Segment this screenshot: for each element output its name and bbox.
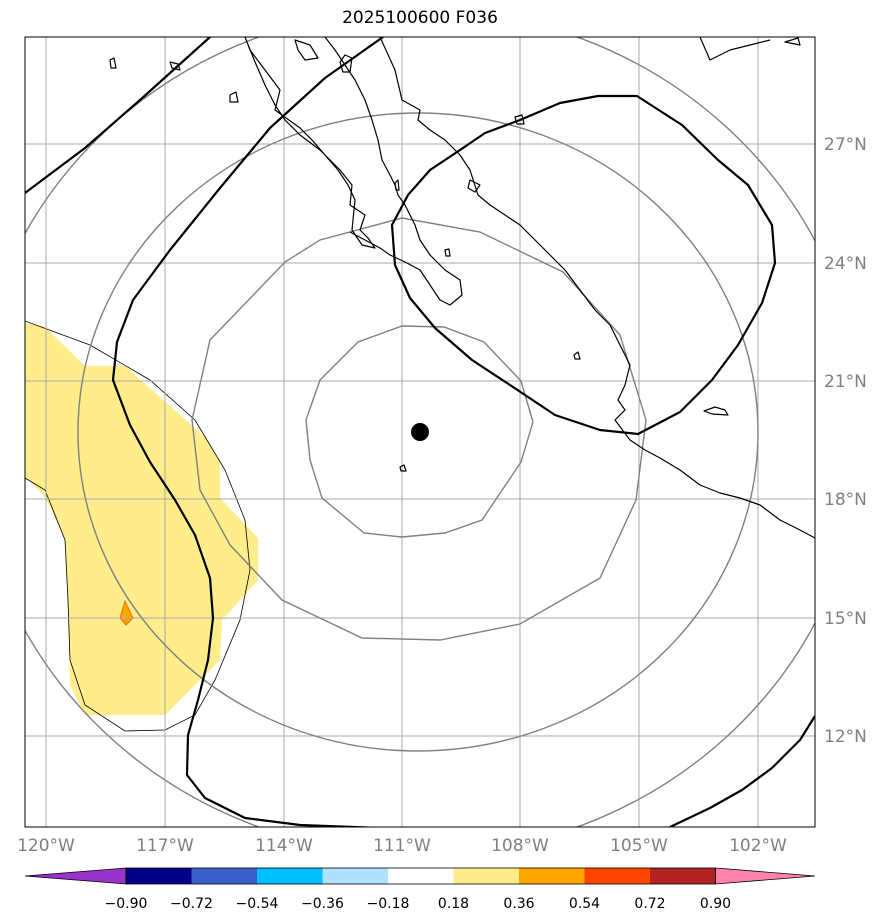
colorbar-tick-label: −0.90 (105, 896, 148, 912)
colorbar-tick-label: 0.18 (438, 896, 469, 912)
colorbar-tick-label: 0.90 (700, 896, 731, 912)
colorbar-segment (453, 868, 519, 884)
colorbar-tick-label: −0.72 (170, 896, 213, 912)
lon-label: 114°W (255, 836, 313, 856)
colorbar-extend-high (715, 867, 816, 885)
map-title: 2025100600 F036 (342, 8, 498, 28)
range-ring-1 (305, 325, 534, 538)
colorbar-segment (650, 868, 716, 884)
contour-central (111, 37, 384, 827)
lat-label: 15°N (824, 609, 867, 629)
thin-contour (25, 320, 251, 732)
colorbar-segment (126, 868, 192, 884)
colorbar-segment (257, 868, 323, 884)
contour-west (25, 37, 211, 194)
map-plot-area (25, 37, 815, 827)
lat-label: 24°N (824, 254, 867, 274)
lon-label: 102°W (729, 836, 787, 856)
contour-lines (25, 37, 815, 827)
colorbar-segment (191, 868, 257, 884)
range-ring-3 (77, 112, 759, 752)
colorbar: −0.90 −0.72 −0.54 −0.36 −0.18 0.18 0.36 … (24, 867, 816, 912)
colorbar-tick-label: −0.18 (367, 896, 410, 912)
colorbar-tick-label: 0.54 (569, 896, 600, 912)
lon-label: 111°W (373, 836, 431, 856)
colorbar-tick-label: −0.54 (236, 896, 279, 912)
lat-label: 18°N (824, 490, 867, 510)
lat-label: 12°N (824, 727, 867, 747)
lon-label: 120°W (17, 836, 75, 856)
colorbar-segment (584, 868, 650, 884)
range-rings (25, 37, 815, 827)
colorbar-segment (519, 868, 585, 884)
lat-label: 21°N (824, 372, 867, 392)
lat-axis: 27°N 24°N 21°N 18°N 15°N 12°N (824, 135, 867, 747)
colorbar-segment (322, 868, 388, 884)
colorbar-tick-label: 0.36 (503, 896, 534, 912)
graticule (25, 37, 815, 827)
lat-label: 27°N (824, 135, 867, 155)
colorbar-tick-label: −0.36 (301, 896, 344, 912)
range-ring-2 (191, 217, 647, 641)
anomaly-fill-region (25, 323, 258, 715)
lon-label: 108°W (491, 836, 549, 856)
coastlines (109, 37, 815, 539)
storm-center-marker (411, 423, 429, 441)
lon-label: 105°W (610, 836, 668, 856)
lon-axis: 120°W 117°W 114°W 111°W 108°W 105°W 102°… (17, 836, 787, 856)
colorbar-extend-low (24, 867, 127, 885)
contour-southeast (669, 715, 815, 827)
colorbar-segment (388, 868, 454, 884)
map-frame (24, 36, 816, 828)
contour-closed-mexico (390, 94, 777, 436)
lon-label: 117°W (136, 836, 194, 856)
colorbar-tick-label: 0.72 (634, 896, 665, 912)
